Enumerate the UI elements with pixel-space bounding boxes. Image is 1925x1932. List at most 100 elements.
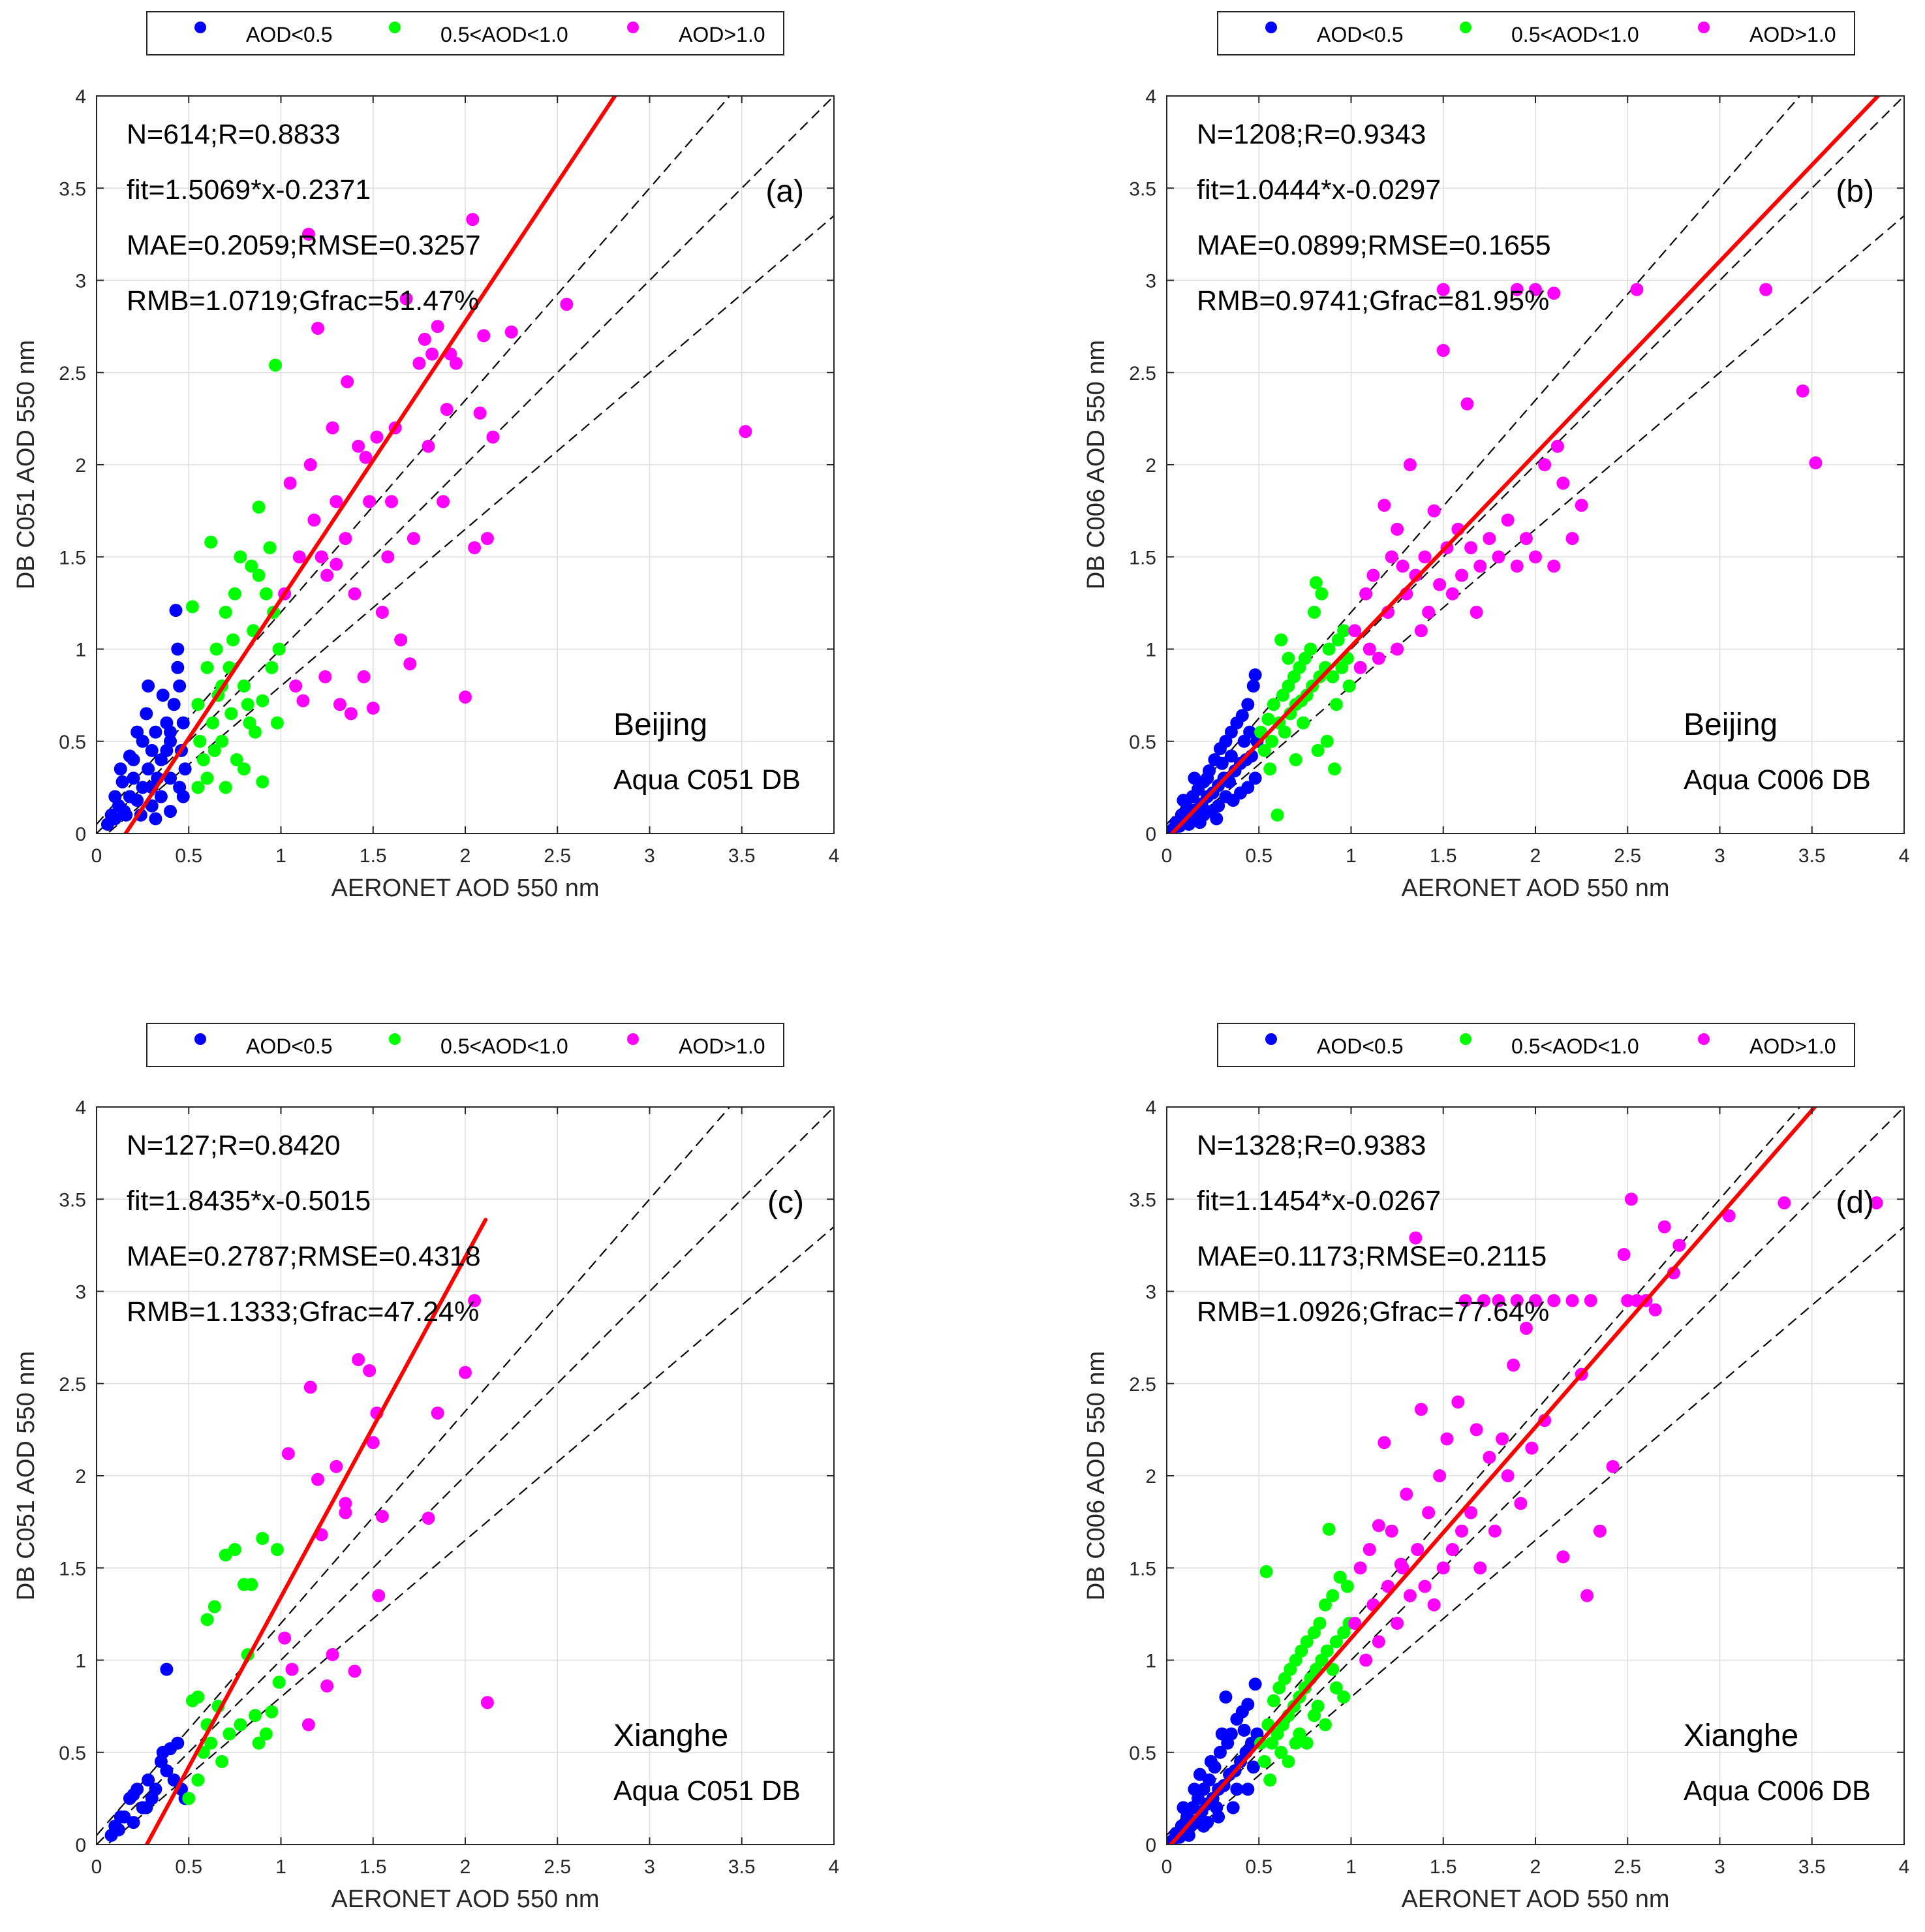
- series-high: [1348, 283, 1823, 674]
- point-low: [1210, 1801, 1224, 1815]
- point-mid: [1315, 587, 1329, 600]
- point-low: [154, 790, 168, 803]
- point-high: [320, 1679, 334, 1693]
- series-high: [278, 213, 752, 721]
- point-high: [1403, 458, 1417, 471]
- point-low: [1226, 1801, 1240, 1815]
- point-high: [301, 1718, 315, 1732]
- y-tick-label: 1.5: [1129, 1558, 1156, 1580]
- point-high: [1427, 1598, 1441, 1612]
- point-low: [167, 698, 181, 711]
- point-high: [1359, 1653, 1373, 1667]
- fit-line: [123, 96, 617, 834]
- point-mid: [1309, 576, 1323, 589]
- point-mid: [215, 1754, 229, 1768]
- stat-line: RMB=1.0719;Gfrac=51.47%: [127, 285, 479, 317]
- point-high: [1492, 550, 1505, 564]
- x-tick-label: 2.5: [1614, 1856, 1641, 1878]
- point-high: [326, 1648, 339, 1662]
- point-high: [1391, 522, 1404, 536]
- legend-label-mid: 0.5<AOD<1.0: [440, 23, 568, 46]
- envelope-line: [106, 215, 834, 834]
- y-tick-label: 0.5: [59, 732, 86, 753]
- x-tick-label: 2: [1530, 1856, 1541, 1878]
- point-mid: [1329, 1635, 1343, 1649]
- product-name: Aqua C006 DB: [1684, 1775, 1871, 1807]
- point-mid: [1322, 642, 1336, 656]
- point-high: [363, 495, 377, 508]
- point-mid: [1282, 651, 1295, 665]
- x-axis-label: AERONET AOD 550 nm: [1401, 875, 1669, 902]
- point-high: [307, 513, 321, 527]
- point-mid: [241, 698, 254, 711]
- point-high: [339, 1506, 352, 1519]
- point-high: [412, 356, 426, 370]
- point-high: [1483, 1450, 1496, 1464]
- x-tick-label: 2.5: [544, 1856, 571, 1878]
- point-mid: [234, 1718, 247, 1732]
- point-low: [171, 642, 185, 656]
- point-high: [504, 325, 518, 339]
- legend-box: [1217, 11, 1855, 55]
- point-mid: [1337, 624, 1351, 638]
- point-high: [1621, 1294, 1635, 1307]
- point-high: [341, 375, 354, 388]
- point-high: [344, 707, 358, 721]
- point-high: [1529, 283, 1542, 296]
- x-tick-label: 1: [1346, 1856, 1357, 1878]
- point-high: [739, 425, 752, 439]
- point-mid: [1259, 1565, 1273, 1578]
- x-axis-label: AERONET AOD 550 nm: [331, 875, 599, 902]
- point-low: [114, 762, 127, 776]
- point-high: [1445, 1543, 1459, 1556]
- plot-content: [97, 96, 834, 834]
- point-high: [1391, 1617, 1404, 1630]
- point-high: [1759, 283, 1773, 296]
- y-tick-label: 2.5: [1129, 363, 1156, 384]
- point-mid: [1320, 734, 1334, 748]
- legend: AOD<0.5 0.5<AOD<1.0 AOD>1.0: [146, 11, 784, 55]
- series-high: [1348, 1192, 1883, 1667]
- legend-marker-high: [627, 22, 639, 33]
- point-low: [142, 1773, 155, 1787]
- point-high: [1460, 397, 1474, 411]
- point-low: [169, 604, 183, 617]
- point-high: [320, 569, 334, 582]
- point-mid: [1322, 1522, 1336, 1536]
- point-mid: [256, 1532, 270, 1546]
- panel-a: 0 0.5 1 1.5 2 2.5 3 3.5 4 0 0.5 1 1.5 2 2.5 3 3.5 4 AERONE…: [12, 11, 839, 902]
- y-tick-label: 3.5: [1129, 178, 1156, 200]
- point-high: [1385, 550, 1398, 564]
- y-tick-label: 2: [1145, 1466, 1156, 1488]
- point-low: [149, 725, 162, 739]
- point-high: [1436, 343, 1450, 357]
- point-low: [1248, 668, 1262, 682]
- point-mid: [1326, 1662, 1340, 1676]
- point-high: [1445, 587, 1459, 600]
- point-low: [1237, 1723, 1251, 1737]
- stat-line: fit=1.8435*x-0.5015: [127, 1185, 371, 1217]
- point-mid: [263, 541, 277, 555]
- point-high: [1722, 1209, 1736, 1223]
- point-high: [1547, 559, 1561, 573]
- point-mid: [1265, 734, 1279, 748]
- point-low: [142, 762, 155, 776]
- point-low: [1213, 1745, 1227, 1759]
- point-high: [339, 1497, 352, 1510]
- legend-marker-mid: [389, 22, 401, 33]
- point-mid: [1328, 762, 1342, 776]
- point-high: [370, 430, 384, 444]
- legend-marker-low: [1265, 1033, 1277, 1045]
- y-tick-label: 0.5: [1129, 1743, 1156, 1764]
- point-low: [123, 749, 136, 763]
- legend: AOD<0.5 0.5<AOD<1.0 AOD>1.0: [1217, 1023, 1855, 1067]
- point-mid: [1263, 1773, 1277, 1787]
- legend-label-mid: 0.5<AOD<1.0: [1511, 23, 1639, 46]
- site-name: Xianghe: [613, 1719, 728, 1753]
- point-mid: [272, 642, 286, 656]
- point-mid: [265, 661, 279, 674]
- point-mid: [1297, 716, 1310, 730]
- point-high: [315, 550, 328, 564]
- point-high: [1366, 569, 1380, 582]
- point-high: [1433, 1469, 1447, 1482]
